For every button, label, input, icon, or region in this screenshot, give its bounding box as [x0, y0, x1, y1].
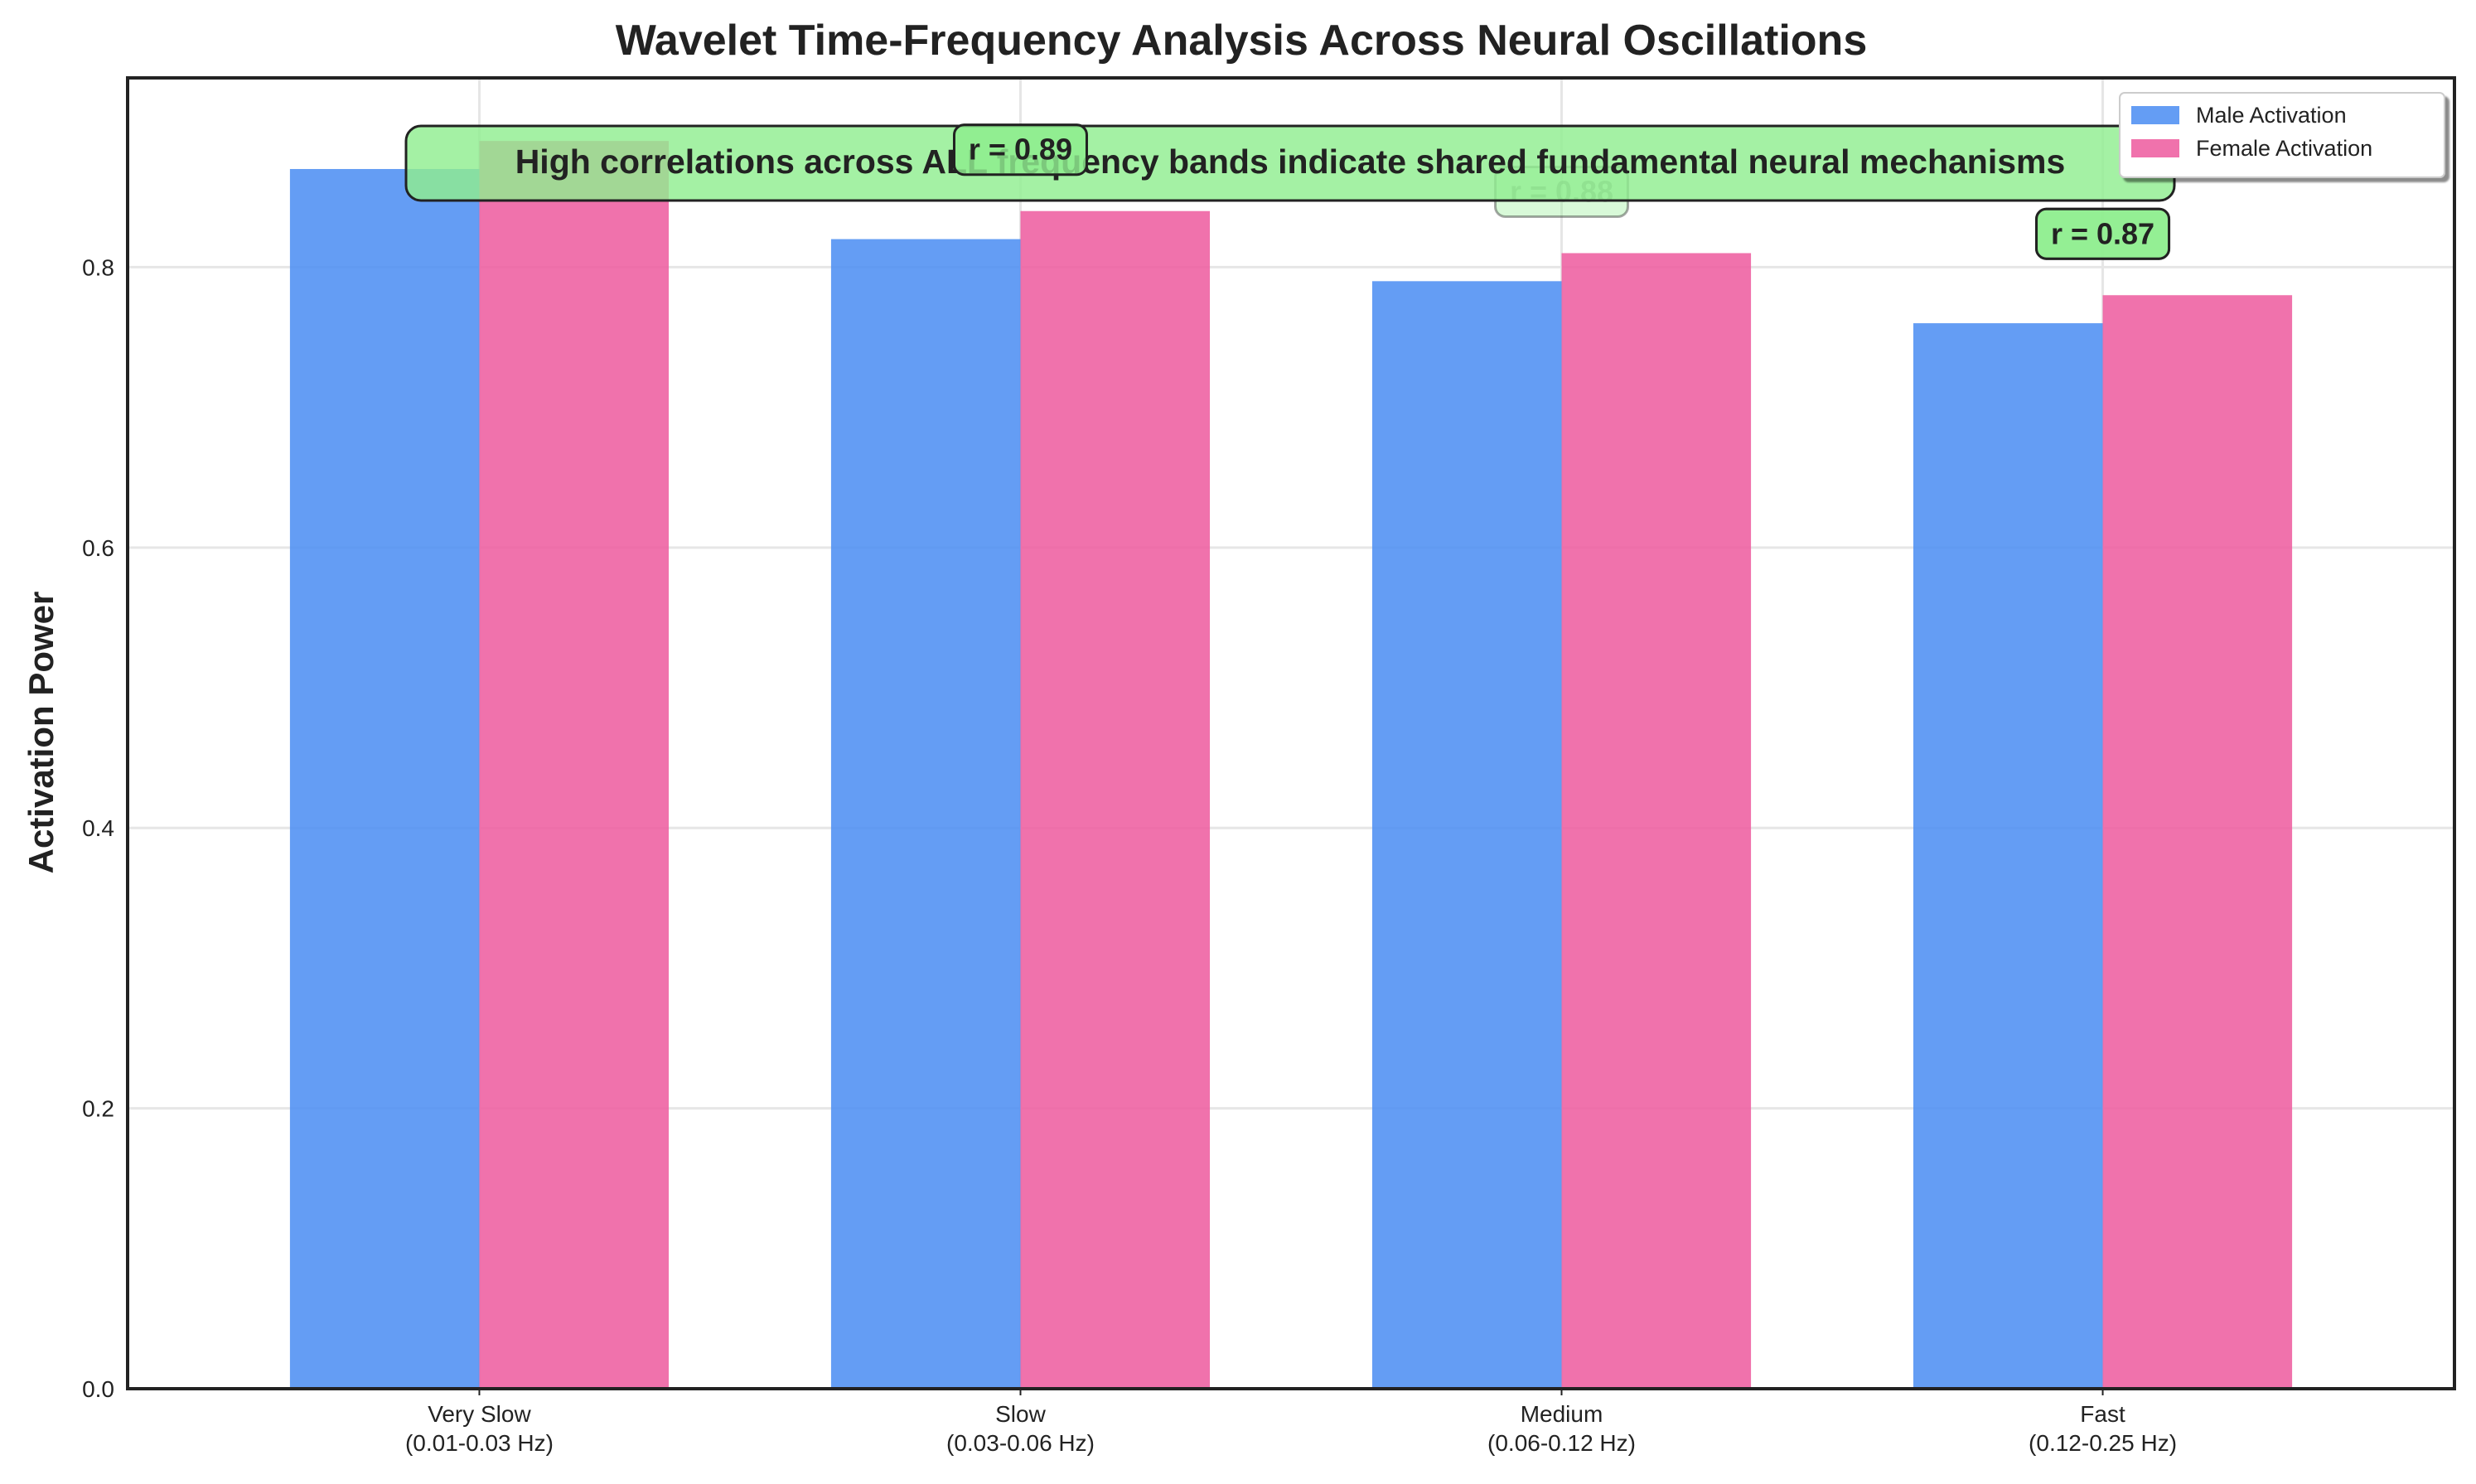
x-axis-ticks: Very Slow (0.01-0.03 Hz) Slow (0.03-0.06 Hz… [405, 1389, 2177, 1456]
correlation-label-box [952, 123, 1088, 176]
y-tick-label: 0.2 [82, 1096, 114, 1122]
annotation-text: High correlations across ALL frequency b… [515, 143, 2066, 181]
y-tick-label: 0.6 [82, 535, 114, 561]
bar-female-3 [2102, 295, 2293, 1389]
legend: Male Activation Female Activation [2119, 92, 2445, 178]
x-tick-label: Slow [995, 1401, 1046, 1427]
bar-male-0 [289, 168, 480, 1389]
y-axis-label: Activation Power [22, 592, 60, 874]
correlation-label-overlay: r = 0.89 r = 0.87 [952, 123, 2171, 260]
legend-swatch [2131, 106, 2179, 124]
bar-male-1 [830, 239, 1021, 1390]
correlation-label-text: r = 0.89 [969, 133, 1072, 167]
chart-title: Wavelet Time-Frequency Analysis Across N… [616, 17, 1868, 65]
correlation-label-box [2035, 207, 2171, 260]
correlation-label-text: r = 0.87 [2051, 216, 2154, 250]
legend-swatch [2131, 139, 2179, 157]
annotation-box: High correlations across ALL frequency b… [404, 124, 2176, 202]
x-tick-label: Medium [1521, 1401, 1603, 1427]
plot-frame [126, 76, 2456, 1390]
legend-label: Male Activation [2196, 103, 2347, 128]
y-tick-label: 0.4 [82, 815, 114, 841]
bar-female-1 [1020, 210, 1211, 1390]
x-tick-label: Very Slow [428, 1401, 531, 1427]
y-tick-label: 0.8 [82, 254, 114, 280]
x-tick-label: (0.06-0.12 Hz) [1487, 1430, 1636, 1456]
bar-male-3 [1913, 323, 2103, 1390]
y-axis-ticks: 0.0 0.2 0.4 0.6 0.8 [82, 254, 114, 1402]
x-tick-label: (0.01-0.03 Hz) [405, 1430, 554, 1456]
bars [289, 141, 2293, 1390]
bar-female-0 [479, 141, 670, 1389]
x-tick-label: (0.03-0.06 Hz) [946, 1430, 1095, 1456]
y-tick-label: 0.0 [82, 1376, 114, 1402]
legend-box [2119, 92, 2445, 178]
bar-female-2 [1561, 253, 1752, 1389]
x-tick-label: Fast [2080, 1401, 2125, 1427]
x-tick-label: (0.12-0.25 Hz) [2029, 1430, 2177, 1456]
legend-label: Female Activation [2196, 136, 2372, 161]
bar-male-2 [1371, 281, 1562, 1389]
